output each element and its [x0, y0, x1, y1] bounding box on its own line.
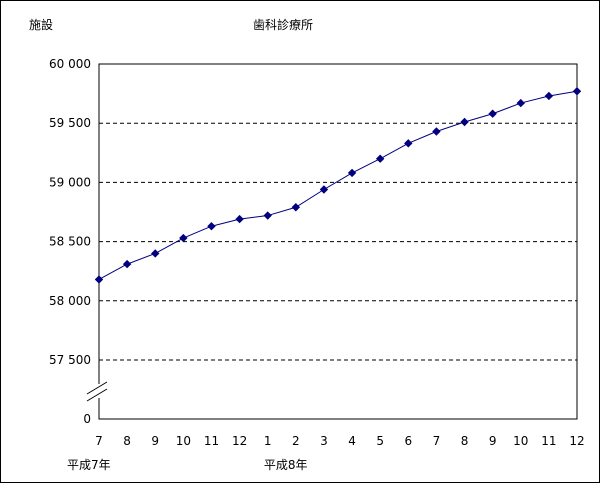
y-tick-label: 59 500: [49, 116, 91, 130]
x-tick-label: 12: [232, 434, 247, 448]
data-point: [179, 233, 188, 243]
data-point: [460, 117, 469, 127]
x-tick-label: 1: [264, 434, 272, 448]
series-line: [94, 87, 582, 284]
x-tick-label: 4: [348, 434, 356, 448]
data-point: [319, 185, 329, 194]
x-tick-label: 5: [376, 434, 384, 448]
data-point: [488, 109, 497, 118]
data-point: [263, 211, 272, 220]
data-point: [235, 214, 244, 224]
data-point: [291, 203, 301, 212]
x-tick-label: 6: [404, 434, 412, 448]
data-point: [404, 139, 413, 148]
data-point: [375, 154, 385, 163]
year-labels: 平成7年 平成8年: [67, 458, 307, 472]
data-point: [151, 249, 160, 258]
x-tick-label: 9: [151, 434, 159, 448]
y-tick-label: 57 500: [49, 353, 91, 367]
series-path: [98, 90, 578, 280]
chart-title: 歯科診療所: [253, 17, 313, 32]
axis-break-marker: [85, 381, 109, 402]
x-tick-label: 3: [320, 434, 328, 448]
x-tick-label: 10: [176, 434, 191, 448]
data-point: [516, 98, 525, 108]
y-axis-unit-label: 施設: [29, 17, 53, 32]
data-point: [432, 127, 441, 136]
y-tick-label: 58 500: [49, 235, 91, 249]
x-tick-label: 11: [541, 434, 556, 448]
data-point: [544, 91, 554, 101]
data-point: [572, 87, 582, 96]
x-tick-label: 8: [123, 434, 131, 448]
x-tick-label: 8: [461, 434, 469, 448]
data-point: [347, 168, 357, 178]
data-point: [207, 222, 216, 231]
x-tick-label: 10: [513, 434, 528, 448]
y-tick-label: 0: [83, 412, 91, 426]
year-label: 平成8年: [264, 458, 308, 472]
x-tick-label: 12: [569, 434, 584, 448]
year-label: 平成7年: [67, 458, 111, 472]
y-tick-label: 60 000: [49, 57, 91, 71]
x-tick-label: 9: [489, 434, 497, 448]
y-tick-label: 59 000: [49, 175, 91, 189]
x-tick-label: 11: [204, 434, 219, 448]
x-tick-label: 7: [433, 434, 441, 448]
data-point: [94, 275, 104, 284]
x-tick-label: 7: [95, 434, 103, 448]
x-axis-ticks: 7 8 9 10 11 12 1 2 3 4 5 6 7 8 9 10 11 12: [95, 434, 584, 448]
y-axis-ticks: 0 57 500 58 000 58 500 59 000 59 500 60 000: [49, 57, 91, 426]
gridlines: [99, 122, 577, 361]
x-tick-label: 2: [292, 434, 300, 448]
y-tick-label: 58 000: [49, 294, 91, 308]
data-point: [122, 259, 132, 269]
